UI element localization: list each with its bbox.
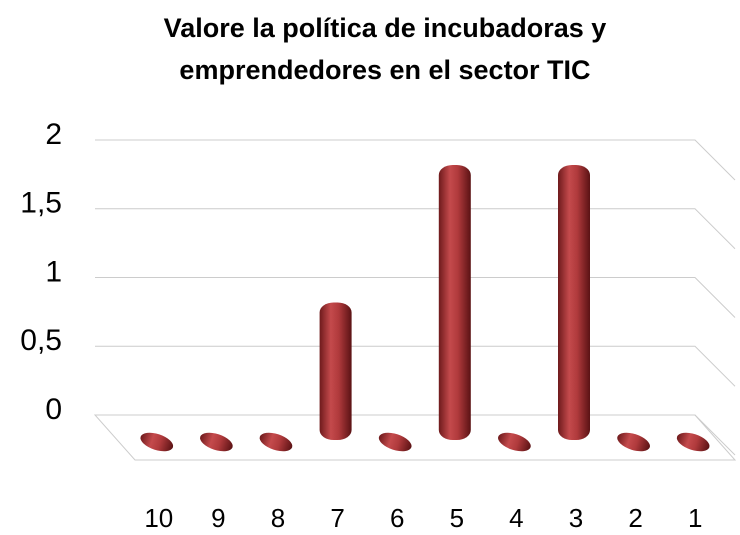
x-tick-label: 4 — [509, 503, 523, 533]
bar — [498, 432, 531, 452]
x-tick-label: 6 — [390, 503, 404, 533]
x-tick-label: 2 — [628, 503, 642, 533]
x-tick-label: 10 — [144, 503, 173, 533]
bar — [140, 432, 174, 452]
bar — [200, 432, 233, 452]
y-tick-label: 1 — [45, 255, 62, 288]
y-tick-label: 2 — [45, 118, 62, 151]
bar — [617, 432, 650, 452]
grid-line — [95, 139, 736, 181]
y-tick-label: 1,5 — [20, 187, 62, 220]
bar — [676, 432, 710, 452]
chart-title: Valore la política de incubadoras y — [164, 13, 607, 43]
grid-line — [95, 208, 736, 250]
grid-line — [95, 345, 736, 387]
x-tick-label: 3 — [569, 503, 583, 533]
grid-line — [95, 277, 736, 318]
x-tick-label: 1 — [688, 503, 702, 533]
x-tick-label: 7 — [330, 503, 344, 533]
x-tick-label: 9 — [211, 503, 225, 533]
bar — [319, 302, 352, 440]
grid-line — [95, 414, 736, 456]
y-tick-label: 0 — [45, 393, 62, 426]
x-tick-label: 5 — [450, 503, 464, 533]
y-tick-label: 0,5 — [20, 324, 62, 357]
bar — [378, 432, 412, 452]
chart-title: emprendedores en el sector TIC — [179, 55, 590, 85]
bar — [259, 432, 293, 452]
bar — [438, 165, 471, 440]
x-tick-label: 8 — [271, 503, 285, 533]
bar — [558, 165, 590, 440]
